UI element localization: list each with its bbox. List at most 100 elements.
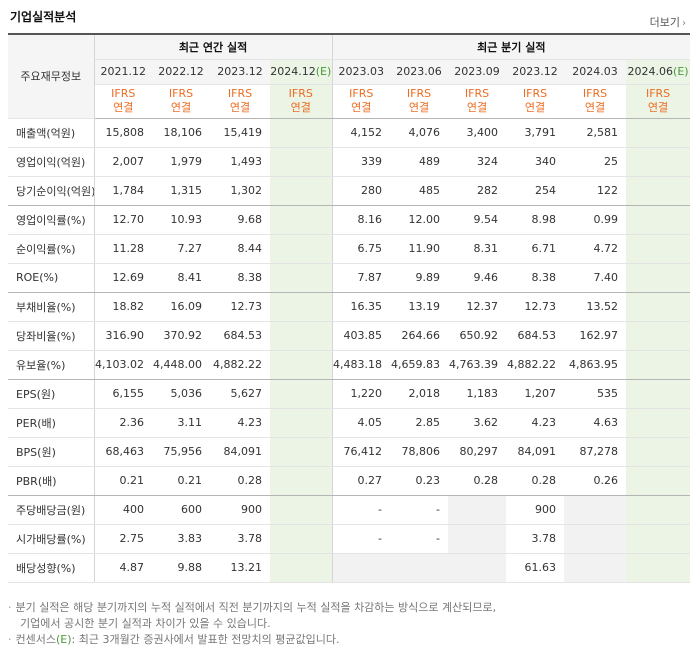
value-cell: 76,412	[332, 437, 391, 467]
value-cell	[270, 379, 333, 409]
period-header: 2024.06(E)	[626, 59, 691, 85]
value-cell: 0.28	[506, 466, 565, 496]
value-cell: 12.00	[390, 205, 449, 235]
value-cell: 8.41	[152, 263, 210, 293]
value-cell: 4,882.22	[506, 350, 565, 380]
row-label: 유보율(%)	[8, 350, 95, 380]
value-cell	[626, 553, 691, 583]
value-cell: 900	[506, 495, 565, 525]
value-cell: 11.28	[94, 234, 152, 264]
value-cell: 2.75	[94, 524, 152, 554]
value-cell: 339	[332, 147, 391, 177]
value-cell: 370.92	[152, 321, 210, 351]
table-row: ROE(%) 12.69 8.41 8.38 7.87 9.89 9.46 8.38 7.40	[8, 263, 691, 293]
ifrs-label: IFRS 연결	[152, 84, 210, 119]
value-cell	[270, 524, 333, 554]
row-label: 매출액(억원)	[8, 118, 95, 148]
value-cell: 280	[332, 176, 391, 206]
label-column-header: 주요재무정보	[8, 34, 95, 119]
value-cell: 9.68	[210, 205, 270, 235]
value-cell	[270, 205, 333, 235]
value-cell: 78,806	[390, 437, 449, 467]
value-cell: 5,036	[152, 379, 210, 409]
table-row: 당기순이익(억원) 1,784 1,315 1,302 280 485 282 254 122	[8, 176, 691, 206]
value-cell: 5,627	[210, 379, 270, 409]
value-cell: 316.90	[94, 321, 152, 351]
value-cell: 16.09	[152, 292, 210, 322]
value-cell: 2.36	[94, 408, 152, 438]
value-cell	[626, 437, 691, 467]
value-cell: 9.88	[152, 553, 210, 583]
value-cell: 8.38	[210, 263, 270, 293]
financial-table: 주요재무정보 최근 연간 실적 최근 분기 실적 2021.12 2022.12 2…	[8, 33, 691, 583]
value-cell: 8.16	[332, 205, 391, 235]
value-cell: 6.75	[332, 234, 391, 264]
value-cell: 485	[390, 176, 449, 206]
value-cell: 489	[390, 147, 449, 177]
value-cell	[270, 350, 333, 380]
value-cell: 4.23	[210, 408, 270, 438]
value-cell: 0.28	[448, 466, 507, 496]
footnote-quarterly: · 분기 실적은 해당 분기까지의 누적 실적에서 직전 분기까지의 누적 실적을…	[8, 601, 497, 614]
value-cell	[270, 263, 333, 293]
value-cell: 4.05	[332, 408, 391, 438]
value-cell: 87,278	[564, 437, 627, 467]
value-cell	[332, 553, 391, 583]
value-cell: 4,152	[332, 118, 391, 148]
value-cell: 80,297	[448, 437, 507, 467]
value-cell: 9.89	[390, 263, 449, 293]
value-cell: 3.62	[448, 408, 507, 438]
value-cell	[626, 350, 691, 380]
annual-group-header: 최근 연간 실적	[94, 34, 333, 60]
value-cell	[626, 466, 691, 496]
value-cell	[270, 176, 333, 206]
table-row: PER(배) 2.36 3.11 4.23 4.05 2.85 3.62 4.23 4.63	[8, 408, 691, 438]
value-cell: 2.85	[390, 408, 449, 438]
period-header: 2023.03	[332, 59, 391, 85]
ifrs-label: IFRS 연결	[564, 84, 627, 119]
row-label: PBR(배)	[8, 466, 95, 496]
value-cell	[270, 408, 333, 438]
value-cell: 6.71	[506, 234, 565, 264]
value-cell: 4.87	[94, 553, 152, 583]
value-cell: 9.46	[448, 263, 507, 293]
value-cell: 0.27	[332, 466, 391, 496]
value-cell	[626, 234, 691, 264]
value-cell	[626, 292, 691, 322]
value-cell: 1,979	[152, 147, 210, 177]
table-row: 배당성향(%) 4.87 9.88 13.21 61.63	[8, 553, 691, 583]
row-label: ROE(%)	[8, 263, 95, 293]
ifrs-label: IFRS 연결	[210, 84, 270, 119]
value-cell: 324	[448, 147, 507, 177]
value-cell: 12.69	[94, 263, 152, 293]
table-row: 매출액(억원) 15,808 18,106 15,419 4,152 4,076 3,400…	[8, 118, 691, 148]
ifrs-label: IFRS 연결	[448, 84, 507, 119]
table-row: 영업이익(억원) 2,007 1,979 1,493 339 489 324 340 25	[8, 147, 691, 177]
value-cell: 162.97	[564, 321, 627, 351]
value-cell: 8.38	[506, 263, 565, 293]
value-cell: 684.53	[210, 321, 270, 351]
value-cell: 15,808	[94, 118, 152, 148]
value-cell: 6,155	[94, 379, 152, 409]
period-header: 2022.12	[152, 59, 210, 85]
value-cell: 15,419	[210, 118, 270, 148]
row-label: 순이익률(%)	[8, 234, 95, 264]
table-row: 영업이익률(%) 12.70 10.93 9.68 8.16 12.00 9.54 8.98 0…	[8, 205, 691, 235]
value-cell	[270, 495, 333, 525]
value-cell	[626, 176, 691, 206]
footnotes: · 분기 실적은 해당 분기까지의 누적 실적에서 직전 분기까지의 누적 실적을…	[8, 600, 688, 648]
table-row: EPS(원) 6,155 5,036 5,627 1,220 2,018 1,183 1,20…	[8, 379, 691, 409]
value-cell: 84,091	[210, 437, 270, 467]
value-cell: 2,007	[94, 147, 152, 177]
value-cell: 18.82	[94, 292, 152, 322]
more-link[interactable]: 더보기 ›	[650, 14, 686, 30]
value-cell	[564, 553, 627, 583]
value-cell: 1,302	[210, 176, 270, 206]
value-cell: 4,863.95	[564, 350, 627, 380]
value-cell	[626, 321, 691, 351]
value-cell	[448, 495, 507, 525]
value-cell	[270, 437, 333, 467]
value-cell	[626, 118, 691, 148]
ifrs-label: IFRS 연결	[626, 84, 691, 119]
row-label: 부채비율(%)	[8, 292, 95, 322]
